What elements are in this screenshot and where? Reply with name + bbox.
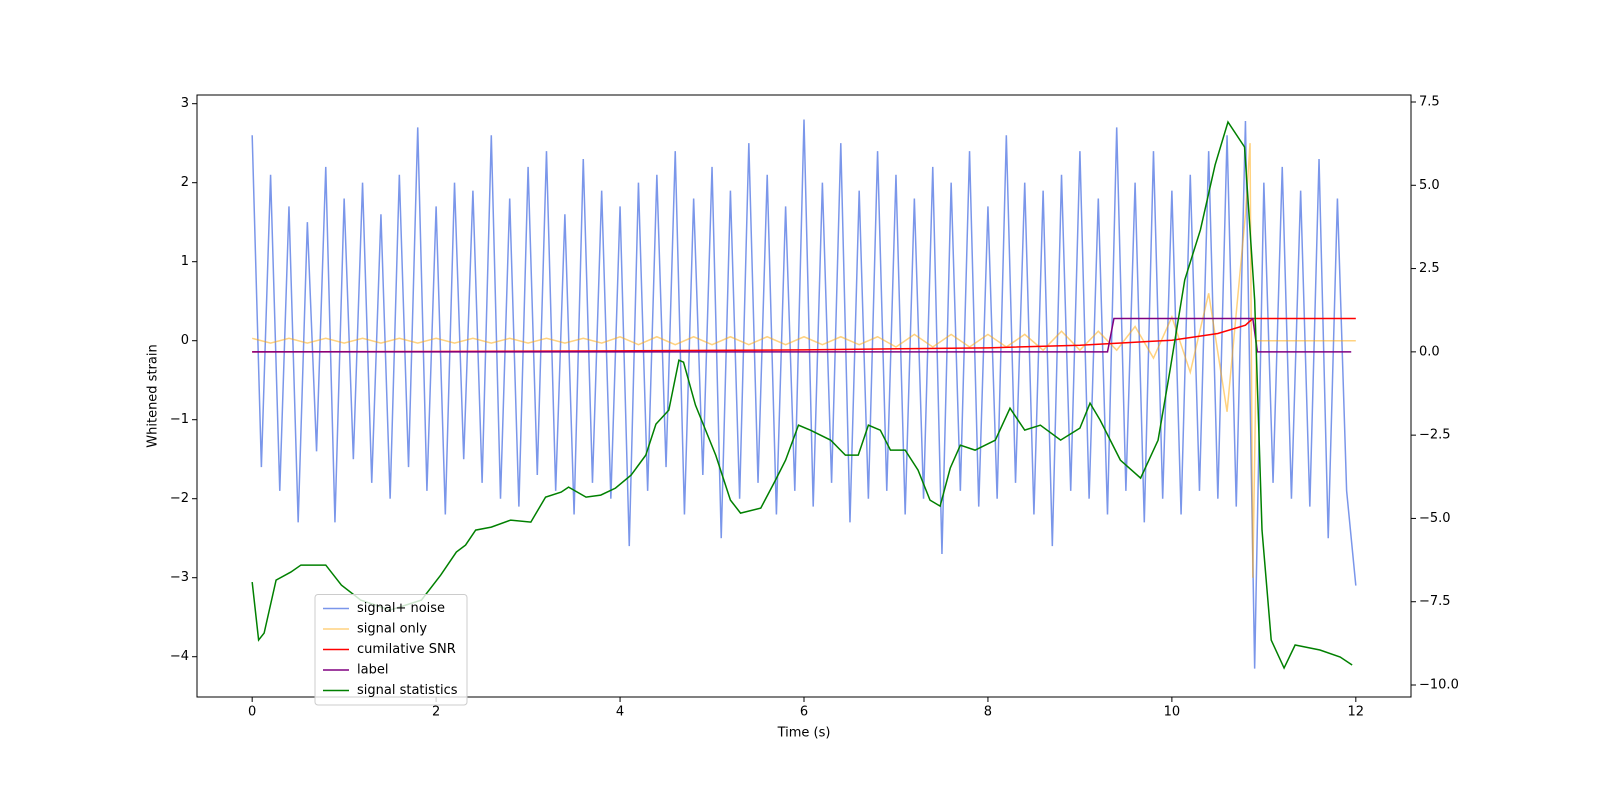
y-tick-label: −2 [170,491,189,506]
plot-frame [196,94,1412,698]
x-tick-label: 10 [1164,705,1181,720]
series-line [252,317,1356,353]
legend-label: signal only [357,622,427,637]
y-tick-label: −1 [170,412,189,427]
y-tick-label: 2 [181,175,189,190]
y-tick-label: 0 [181,333,189,348]
legend-box [314,594,468,706]
series-line [252,317,1352,353]
y-tick-label: −4 [170,649,189,664]
legend-label: cumilative SNR [357,642,456,657]
y2-tick-label: 7.5 [1419,94,1440,109]
x-tick-label: 12 [1348,705,1365,720]
series-line [251,120,1353,670]
y2-tick-label: −7.5 [1419,594,1451,609]
y-axis-label: Whitened strain [146,344,161,447]
x-tick-label: 0 [248,705,256,720]
series-line [251,143,1356,578]
legend-label: label [357,663,388,678]
y2-tick-label: 0.0 [1419,344,1440,359]
legend-label: signal statistics [357,683,458,698]
x-axis-label: Time (s) [777,726,831,741]
y-tick-label: 3 [181,96,189,111]
y-tick-label: 1 [181,254,189,269]
x-tick-label: 6 [800,705,808,720]
x-tick-label: 2 [432,705,440,720]
y2-tick-label: −10.0 [1419,678,1459,693]
series-line [251,119,1357,669]
y2-tick-label: 2.5 [1419,261,1440,276]
y2-tick-label: −2.5 [1419,428,1451,443]
y-tick-label: −3 [170,570,189,585]
legend-label: signal+ noise [357,601,445,616]
x-tick-label: 4 [616,705,624,720]
y2-tick-label: −5.0 [1419,511,1451,526]
y2-tick-label: 5.0 [1419,178,1440,193]
x-tick-label: 8 [984,705,992,720]
